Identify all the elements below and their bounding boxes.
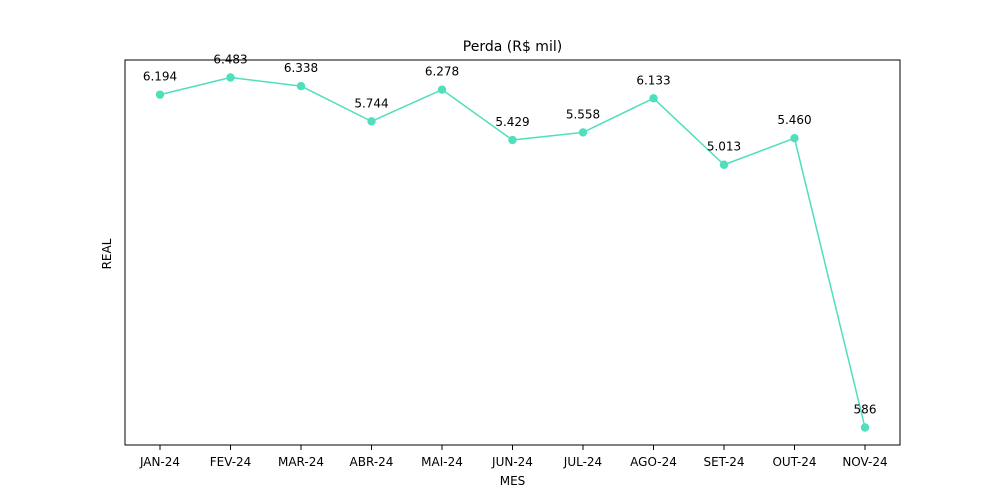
data-point <box>578 128 588 137</box>
y-axis-label: REAL <box>100 238 114 269</box>
x-tick-label: ABR-24 <box>350 455 394 469</box>
data-label: 6.133 <box>636 73 670 87</box>
x-tick-label: SET-24 <box>703 455 744 469</box>
x-tick-label: JUL-24 <box>563 455 602 469</box>
data-point <box>719 160 729 169</box>
plot-frame <box>124 59 901 446</box>
x-tick-label: MAI-24 <box>421 455 463 469</box>
x-axis-label: MES <box>500 474 526 488</box>
data-label: 6.194 <box>143 70 177 84</box>
data-point <box>790 134 799 143</box>
data-point <box>649 94 658 103</box>
data-point <box>155 90 165 99</box>
data-point <box>226 73 235 82</box>
data-labels: 6.194 6.483 6.338 5.744 6.278 5.429 5.558 6.133… <box>143 53 877 417</box>
data-point <box>508 135 517 145</box>
data-label: 5.429 <box>495 115 529 129</box>
data-label: 5.558 <box>566 107 600 121</box>
x-tick-label: MAR-24 <box>278 455 324 469</box>
x-tick-label: JAN-24 <box>139 455 180 469</box>
x-axis-ticks: JAN-24 FEV-24 MAR-24 ABR-24 MAI-24 JUN-24 JUL-… <box>139 445 888 469</box>
x-tick-label: FEV-24 <box>210 455 252 469</box>
data-point <box>437 85 447 94</box>
series-layer <box>155 73 870 432</box>
x-tick-label: AGO-24 <box>630 455 677 469</box>
data-label: 6.278 <box>425 65 459 79</box>
chart-title: Perda (R$ mil) <box>463 39 562 55</box>
data-label: 5.460 <box>777 113 811 127</box>
data-point <box>296 81 306 91</box>
data-label: 586 <box>854 403 877 417</box>
x-tick-label: JUN-24 <box>491 455 533 469</box>
data-point <box>860 423 870 432</box>
data-label: 5.744 <box>354 96 388 110</box>
data-label: 5.013 <box>707 140 741 154</box>
data-point <box>367 117 376 126</box>
data-label: 6.338 <box>284 61 318 75</box>
x-tick-label: OUT-24 <box>772 455 816 469</box>
x-tick-label: NOV-24 <box>842 455 887 469</box>
data-label: 6.483 <box>213 53 247 67</box>
